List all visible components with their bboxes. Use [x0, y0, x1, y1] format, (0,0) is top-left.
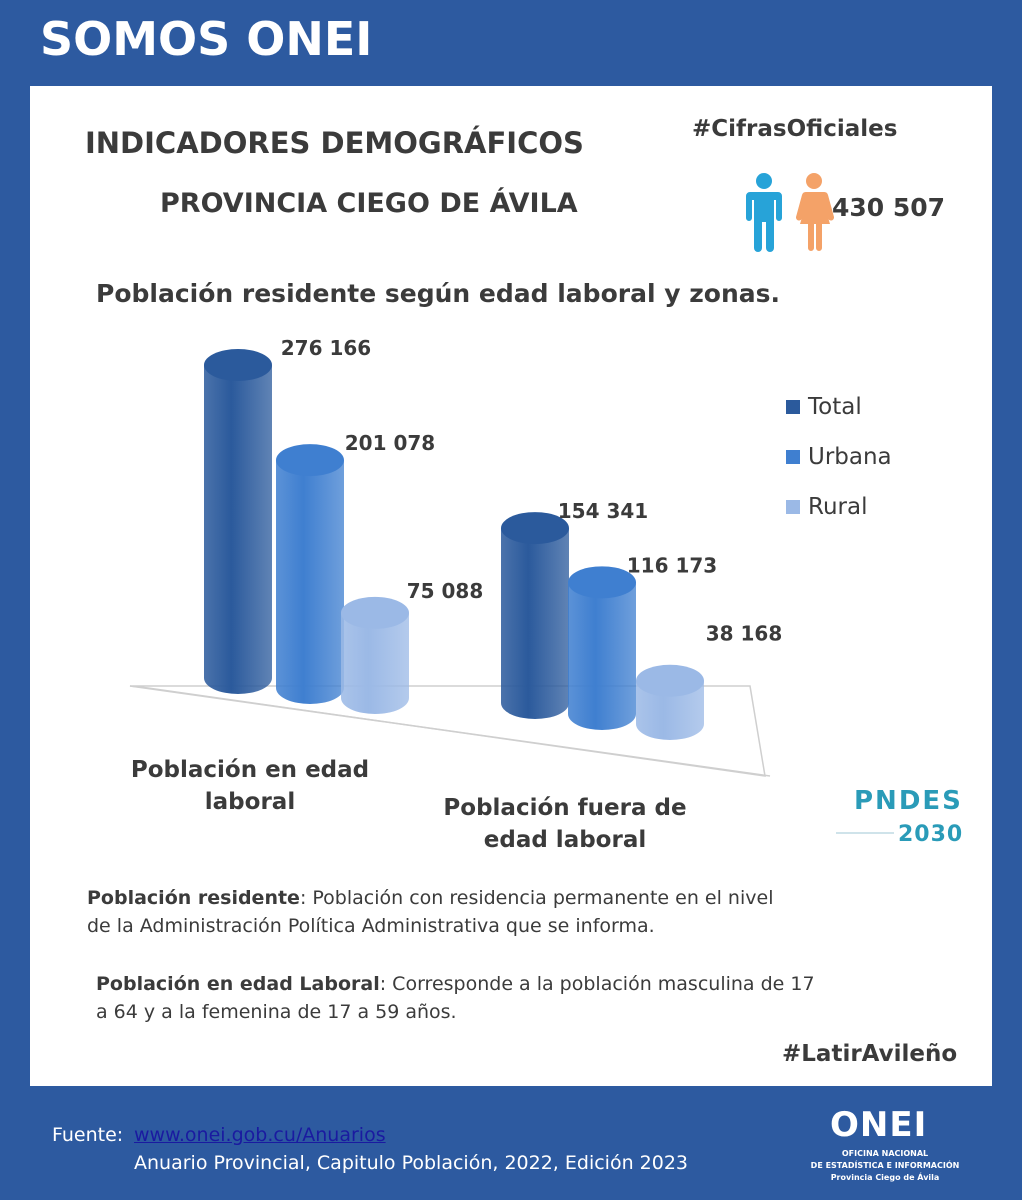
- data-label-urbana-1: 116 173: [627, 553, 717, 577]
- definition-text-1: : Corresponde a la población masculina d…: [379, 973, 815, 995]
- definition-text-0: : Población con residencia permanente en…: [299, 887, 774, 909]
- definition-text-1-line2: a 64 y a la femenina de 17 a 59 años.: [96, 1001, 457, 1023]
- pndes-logo-rule: [836, 832, 894, 844]
- legend-item-rural: Rural: [786, 482, 892, 532]
- legend-label-urbana: Urbana: [808, 444, 892, 470]
- data-label-total-0: 276 166: [281, 336, 371, 360]
- data-label-urbana-0: 201 078: [345, 431, 435, 455]
- definition-edad-laboral: Población en edad Laboral: Corresponde a…: [96, 970, 815, 1026]
- legend-swatch-rural: [786, 500, 800, 514]
- female-person-icon: [795, 173, 835, 251]
- onei-logo-line1: OFICINA NACIONAL: [841, 1149, 929, 1158]
- legend-label-rural: Rural: [808, 494, 868, 520]
- definition-text-0-line2: de la Administración Política Administra…: [87, 915, 655, 937]
- footer-source-link[interactable]: www.onei.gob.cu/Anuarios: [134, 1124, 386, 1146]
- pndes-2030-logo: PNDES 2030: [836, 786, 976, 856]
- page-subtitle: PROVINCIA CIEGO DE ÁVILA: [160, 188, 578, 219]
- data-label-rural-0: 75 088: [407, 579, 484, 603]
- data-label-total-1: 154 341: [558, 499, 648, 523]
- definition-poblacion-residente: Población residente: Población con resid…: [87, 884, 773, 940]
- hashtag-latir-avileno[interactable]: #LatirAvileño: [782, 1041, 958, 1067]
- page-title: INDICADORES DEMOGRÁFICOS: [85, 126, 584, 160]
- bar-rural-1: [636, 664, 704, 740]
- bar-chart: 276 166 201 078 75 088 154 341 116 173 38 168: [129, 336, 783, 777]
- header-title: SOMOS ONEI: [40, 12, 373, 66]
- category-label-1: Población fuera de edad laboral: [430, 792, 700, 856]
- pndes-logo-top: PNDES: [854, 786, 963, 816]
- legend-item-urbana: Urbana: [786, 432, 892, 482]
- bar-total-0: [204, 349, 272, 694]
- infographic-panel: INDICADORES DEMOGRÁFICOS PROVINCIA CIEGO…: [30, 86, 992, 1086]
- definition-term-0: Población residente: [87, 887, 300, 909]
- category-label-0: Población en edad laboral: [130, 754, 370, 818]
- category-label-1-line1: Población fuera de: [443, 795, 687, 821]
- chart-legend: Total Urbana Rural: [786, 382, 892, 532]
- onei-logo-line3: Provincia Ciego de Ávila: [830, 1173, 940, 1182]
- population-total: 430 507: [832, 193, 946, 222]
- category-label-0-line2: laboral: [204, 789, 296, 815]
- category-label-1-line2: edad laboral: [483, 827, 647, 853]
- legend-label-total: Total: [808, 394, 862, 420]
- legend-swatch-urbana: [786, 450, 800, 464]
- footer-source-text: Anuario Provincial, Capitulo Población, …: [134, 1152, 689, 1174]
- chart-title: Población residente según edad laboral y…: [96, 279, 780, 308]
- footer-source-label: Fuente:: [52, 1124, 124, 1146]
- pndes-logo-text: PNDES: [854, 786, 963, 816]
- bar-urbana-0: [276, 444, 344, 704]
- legend-item-total: Total: [786, 382, 892, 432]
- onei-logo-line2: DE ESTADÍSTICA E INFORMACIÓN: [810, 1161, 960, 1170]
- bar-rural-0: [341, 596, 409, 714]
- hashtag-cifras-oficiales[interactable]: #CifrasOficiales: [692, 116, 898, 142]
- onei-logo-word: ONEI: [830, 1105, 928, 1145]
- onei-logo: ONEI OFICINA NACIONAL DE ESTADÍSTICA E I…: [790, 1105, 980, 1185]
- category-label-0-line1: Población en edad: [130, 757, 370, 783]
- bar-urbana-1: [568, 566, 636, 730]
- legend-swatch-total: [786, 400, 800, 414]
- definition-term-1: Población en edad Laboral: [96, 973, 380, 995]
- male-person-icon: [746, 173, 782, 252]
- pndes-logo-year: 2030: [898, 822, 964, 847]
- data-label-rural-1: 38 168: [706, 622, 783, 646]
- chart-floor-edge: [129, 685, 771, 777]
- bar-total-1: [501, 512, 569, 719]
